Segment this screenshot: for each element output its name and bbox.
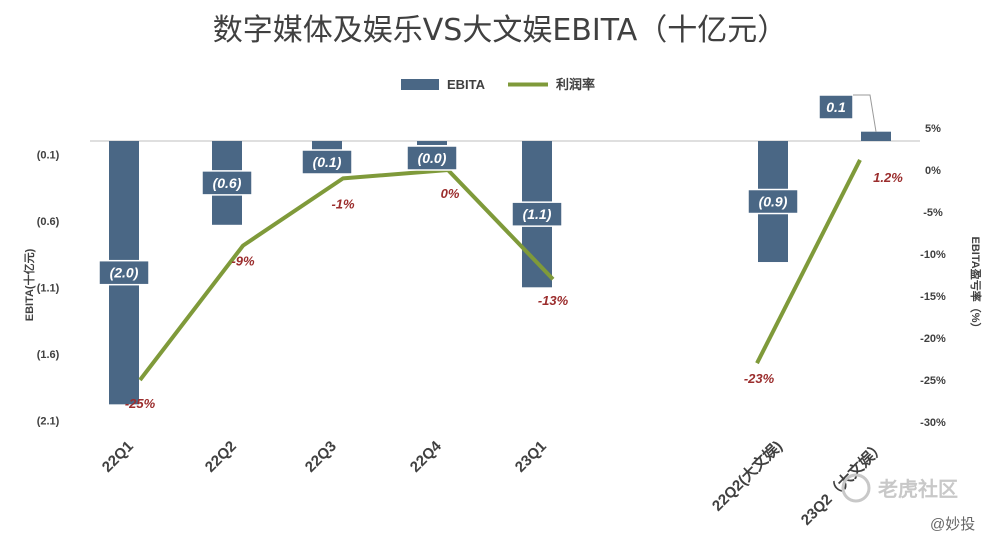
margin-label: -1%: [331, 196, 355, 211]
bar-label-box: [201, 170, 253, 196]
legend-label-ebita: EBITA: [447, 77, 486, 92]
bar-label-box: [301, 149, 353, 175]
y-axis-left-label: EBITA(十亿元): [22, 248, 36, 321]
legend-swatch-ebita: [401, 79, 439, 90]
y-right-tick-label: -25%: [920, 375, 946, 387]
legend: EBITA 利润率: [401, 77, 595, 92]
bar-label-box: [98, 259, 150, 286]
y-left-tick-label: (1.1): [37, 282, 60, 294]
watermark-brand: 老虎社区: [878, 477, 958, 501]
x-category-label: 22Q3: [302, 438, 340, 476]
bar-value-label: (0.6): [213, 175, 242, 191]
bar-labels: (2.0) (0.6) (0.1) (0.0) (1.1) (0.9) 0.1: [98, 94, 877, 286]
watermark-handle: @妙投: [930, 516, 975, 533]
y-right-tick-label: 5%: [925, 123, 941, 135]
margin-line: [138, 168, 555, 382]
y-axis-right-label: EBITA盈亏率（%）: [969, 237, 983, 334]
bar-label-box: [511, 201, 563, 227]
watermark-logo-icon: [841, 473, 871, 503]
bar-value-label: (0.1): [313, 154, 342, 170]
y-right-tick-label: -30%: [920, 417, 946, 429]
x-category-label: 23Q1: [512, 438, 550, 476]
margin-label: 1.2%: [873, 170, 903, 185]
line-labels: -25% -9% -1% 0% -13% -23% 1.2%: [125, 170, 903, 411]
margin-label: -25%: [125, 396, 156, 411]
y-right-tick-label: -15%: [920, 291, 946, 303]
bar-label-leader: [853, 94, 877, 132]
y-left-tick-label: (0.6): [37, 216, 60, 228]
chart-title: 数字媒体及娱乐VS大文娱EBITA（十亿元）: [213, 13, 787, 48]
margin-label: -23%: [744, 371, 775, 386]
x-category-label: 22Q1: [99, 438, 137, 476]
y-right-tick-label: -5%: [923, 207, 943, 219]
x-axis-categories: 22Q1 22Q2 22Q3 22Q4 23Q1 22Q2(大文娱) 23Q2（大文娱）: [99, 437, 889, 529]
margin-label: 0%: [441, 186, 460, 201]
bar-label-box: [747, 188, 799, 215]
y-left-tick-label: (0.1): [37, 149, 60, 161]
margin-label: -9%: [231, 254, 255, 269]
ebita-bar: [417, 141, 447, 145]
bar-label-box: [406, 145, 458, 171]
y-right-tick-label: -10%: [920, 249, 946, 261]
line-series: [138, 159, 862, 382]
bar-value-label: (2.0): [110, 265, 139, 281]
bar-value-label: 0.1: [826, 99, 846, 115]
bar-value-label: (0.9): [759, 194, 788, 210]
y-axis-right-ticks: 5% 0% -5% -10% -15% -20% -25% -30%: [920, 123, 946, 429]
x-category-label: 22Q2(大文娱): [708, 437, 786, 515]
x-category-label: 22Q2: [202, 438, 240, 476]
y-left-tick-label: (2.1): [37, 415, 60, 427]
y-right-tick-label: -20%: [920, 333, 946, 345]
y-left-tick-label: (1.6): [37, 349, 60, 361]
watermark: 老虎社区 @妙投: [841, 473, 975, 533]
bar-value-label: (1.1): [523, 206, 552, 222]
y-right-tick-label: 0%: [925, 165, 941, 177]
legend-label-margin: 利润率: [556, 77, 595, 92]
margin-label: -13%: [538, 293, 569, 308]
ebita-bar: [861, 131, 891, 141]
y-axis-left-ticks: (0.1) (0.6) (1.1) (1.6) (2.1): [37, 149, 60, 427]
margin-line: [755, 159, 862, 365]
bar-label-box: [818, 94, 854, 120]
x-category-label: 22Q4: [407, 437, 445, 475]
bar-value-label: (0.0): [418, 150, 447, 166]
